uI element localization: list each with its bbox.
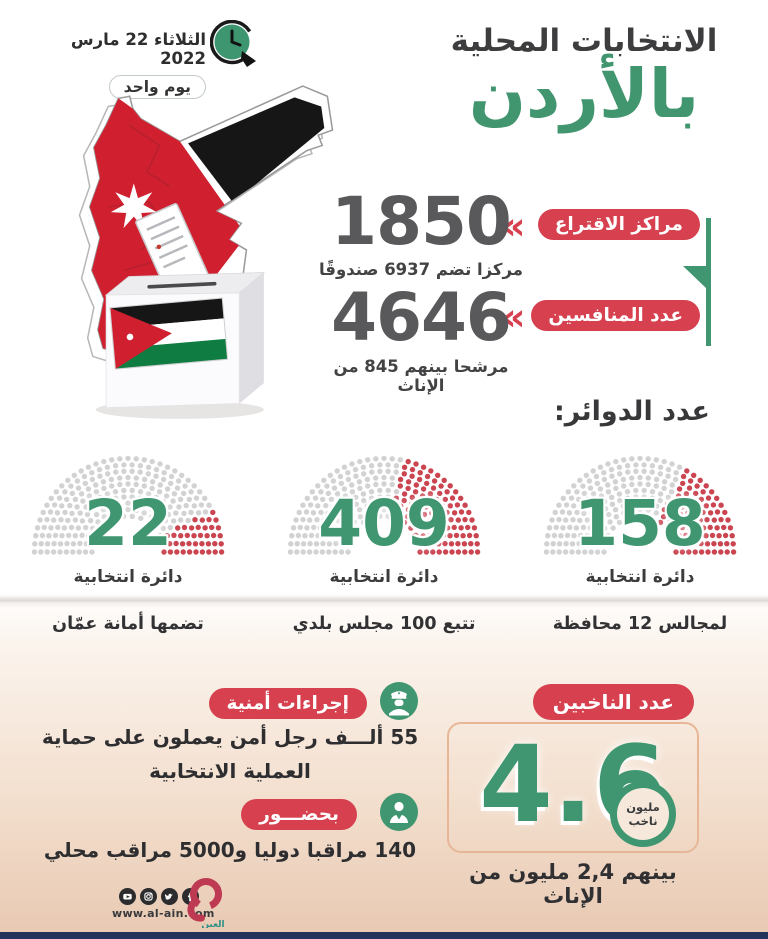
parliament-dots-chart xyxy=(31,455,225,555)
districts-heading: عدد الدوائر: xyxy=(553,396,710,427)
chart-sublabel: لمجالس 12 محافظة xyxy=(552,614,728,634)
brand-wordmark: العين xyxy=(201,920,224,928)
parliament-dots-chart xyxy=(287,455,481,555)
badge-security-measures: إجراءات أمنية xyxy=(208,688,367,719)
voters-unit: مليون ناخب xyxy=(617,788,669,840)
duration-pill: يوم واحد xyxy=(108,75,206,99)
social-icons-row xyxy=(119,888,199,905)
badge-competitors: عدد المنافسين xyxy=(531,300,700,331)
title-line1: الانتخابات المحلية xyxy=(450,23,718,59)
election-date: الثلاثاء 22 مارس 2022 xyxy=(70,30,206,68)
presence-text: 140 مراقبا دوليا و5000 مراقب محلي xyxy=(43,838,417,862)
polling-centers-caption: مركزا تضم 6937 صندوقًا xyxy=(318,260,524,279)
security-text: 55 ألـــف رجل أمن يعملون على حماية العمل… xyxy=(41,725,419,783)
date-block: الثلاثاء 22 مارس 2022 يوم واحد xyxy=(30,30,206,99)
ballot-box xyxy=(95,272,266,419)
bottom-accent-bar xyxy=(0,932,768,939)
section-divider xyxy=(0,595,768,608)
chart-districts-amman: 22 دائرة انتخابية تضمها أمانة عمّان xyxy=(8,438,248,646)
chart-districts-governorates: 158 دائرة انتخابية لمجالس 12 محافظة xyxy=(520,438,760,646)
polling-centers-value: 1850 xyxy=(331,183,512,260)
twitter-icon[interactable] xyxy=(161,888,178,905)
badge-polling-centers: مراكز الاقتراع xyxy=(537,209,700,240)
badge-voters-count: عدد الناخبين xyxy=(532,684,694,720)
al-ain-logo[interactable]: العين xyxy=(184,876,226,928)
green-bracket-line xyxy=(706,218,711,346)
youtube-icon[interactable] xyxy=(119,888,136,905)
clock-icon xyxy=(210,20,256,67)
chart-label: دائرة انتخابية xyxy=(73,567,183,587)
jordan-flag-sticker xyxy=(109,297,229,370)
chart-sublabel: تتبع 100 مجلس بلدي xyxy=(292,614,476,634)
chart-label: دائرة انتخابية xyxy=(585,567,695,587)
competitors-caption: مرشحا بينهم 845 من الإناث xyxy=(333,357,509,395)
parliament-dots-chart xyxy=(543,455,737,555)
flag-black-band xyxy=(188,97,325,203)
seven-point-star xyxy=(110,183,157,229)
instagram-icon[interactable] xyxy=(140,888,157,905)
chart-value: 22 xyxy=(84,487,172,560)
chart-value: 409 xyxy=(318,487,450,560)
voters-box xyxy=(447,722,699,853)
chart-sublabel: تضمها أمانة عمّان xyxy=(52,614,204,634)
green-bracket-arrow xyxy=(683,266,707,289)
ballot-slot xyxy=(147,281,217,289)
page-title: الانتخابات المحلية بالأردن xyxy=(424,23,744,129)
police-officer-icon xyxy=(380,682,418,720)
voters-caption: بينهم 2,4 مليون من الإناث xyxy=(469,860,677,908)
chevron-left-icon: « xyxy=(501,204,526,248)
chart-value: 158 xyxy=(574,487,706,560)
chart-label: دائرة انتخابية xyxy=(329,567,439,587)
chart-districts-municipal: 409 دائرة انتخابية تتبع 100 مجلس بلدي xyxy=(264,438,504,646)
jordan-map-ballot-illustration xyxy=(78,85,334,419)
badge-presence: بحضـــور xyxy=(241,799,357,830)
observer-person-icon xyxy=(380,793,418,831)
competitors-value: 4646 xyxy=(331,279,512,356)
chevron-left-icon: « xyxy=(501,295,526,339)
title-line2: بالأردن xyxy=(468,55,700,133)
